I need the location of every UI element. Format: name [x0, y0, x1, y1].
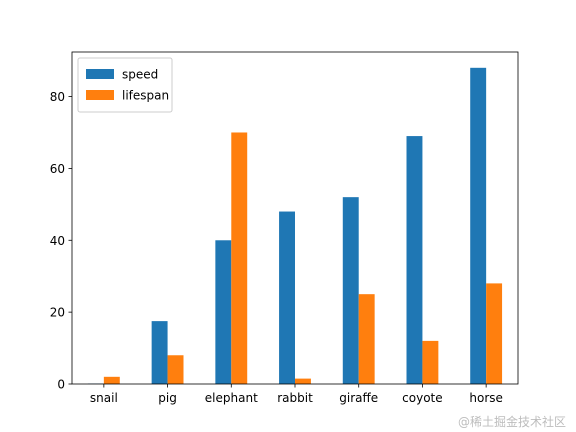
legend-swatch-speed — [86, 69, 114, 79]
y-tick-label: 80 — [50, 90, 65, 104]
bar-speed-elephant — [215, 240, 232, 384]
bar-lifespan-giraffe — [358, 294, 375, 384]
x-axis: snail pig elephant rabbit giraffe coyote horse — [90, 384, 503, 405]
y-tick-label: 40 — [50, 234, 65, 248]
x-tick-label: giraffe — [339, 391, 378, 405]
y-tick-label: 60 — [50, 162, 65, 176]
bar-lifespan-coyote — [422, 340, 439, 384]
legend-box — [77, 57, 173, 113]
legend-label-speed: speed — [122, 68, 158, 82]
bar-speed-rabbit — [279, 211, 295, 384]
y-tick-label: 0 — [57, 378, 65, 392]
bar-lifespan-rabbit — [295, 378, 311, 384]
bar-lifespan-pig — [167, 355, 184, 384]
bar-lifespan-snail — [103, 376, 120, 384]
y-axis: 0 20 40 60 80 — [50, 90, 72, 392]
bar-speed-giraffe — [342, 197, 359, 384]
legend: speed lifespan — [77, 57, 173, 113]
bar-lifespan-elephant — [231, 132, 248, 384]
bar-speed-horse — [470, 67, 487, 385]
bar-speed-coyote — [406, 136, 423, 384]
x-tick-label: elephant — [205, 391, 258, 405]
x-tick-label: coyote — [402, 391, 442, 405]
legend-label-lifespan: lifespan — [122, 89, 169, 103]
bar-speed-pig — [151, 321, 168, 384]
x-tick-label: snail — [90, 391, 118, 405]
x-tick-label: horse — [469, 391, 503, 405]
y-tick-label: 20 — [50, 306, 65, 320]
bar-lifespan-horse — [486, 283, 503, 384]
watermark-text: @稀土掘金技术社区 — [458, 414, 566, 429]
x-tick-label: rabbit — [277, 391, 313, 405]
x-tick-label: pig — [158, 391, 177, 405]
legend-swatch-lifespan — [86, 90, 114, 100]
bars-group — [87, 67, 503, 385]
